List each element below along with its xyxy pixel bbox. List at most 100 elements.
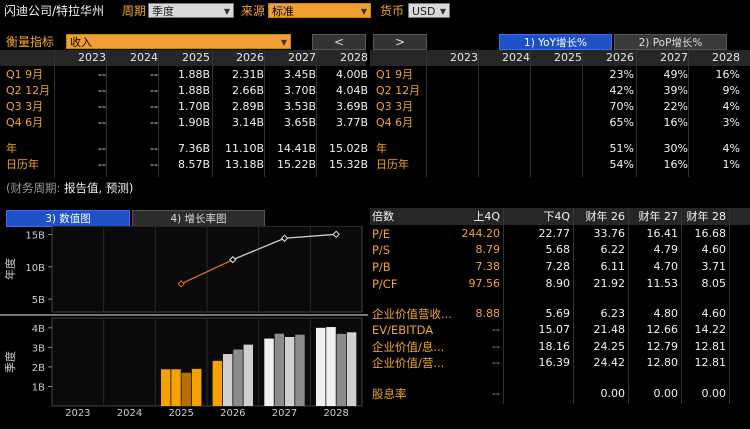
table-cell: 15.22B <box>276 158 316 171</box>
prev-button[interactable]: < <box>312 34 366 50</box>
ratio-label: 企业价值/息... <box>372 340 445 354</box>
ratio-value: 18.16 <box>538 340 571 353</box>
bar <box>346 332 357 406</box>
chevron-down-icon: ▼ <box>360 7 367 16</box>
ratio-value: 6.23 <box>600 307 626 320</box>
column-divider <box>212 50 213 177</box>
ratio-value: 4.60 <box>701 307 727 320</box>
ratio-value: 16.41 <box>646 227 679 240</box>
ratio-value: 12.66 <box>646 323 679 336</box>
currency-select[interactable]: USD ▼ <box>408 3 450 18</box>
bar <box>243 344 254 406</box>
data-point <box>229 255 237 264</box>
tab-value-chart[interactable]: 3) 数值图 <box>6 210 130 227</box>
column-header: 2023 <box>450 51 478 64</box>
row-label: Q2 12月 <box>6 84 51 97</box>
x-tick-label: 2024 <box>117 408 142 419</box>
column-header: 2027 <box>288 51 316 64</box>
ratio-label: 企业价值/营... <box>372 356 445 370</box>
table-cell: -- <box>150 84 158 97</box>
ratio-value: 4.70 <box>653 260 679 273</box>
column-header: 2025 <box>182 51 210 64</box>
table-cell: 4% <box>722 100 740 113</box>
ratio-value: 5.69 <box>545 307 571 320</box>
chevron-down-icon: ▼ <box>439 7 446 16</box>
company-name[interactable]: 闪迪公司/特拉华州 <box>4 4 105 18</box>
table-cell: 65% <box>609 116 634 129</box>
data-point <box>332 230 340 239</box>
table-cell <box>480 83 530 99</box>
table-cell: 4.00B <box>335 68 368 81</box>
table-cell <box>532 83 582 99</box>
source-select[interactable]: 标准 ▼ <box>268 3 371 18</box>
table-cell: 3.70B <box>283 84 316 97</box>
tab-growth-chart[interactable]: 4) 增长率图 <box>132 210 265 227</box>
ratio-value: 6.22 <box>600 243 626 256</box>
ratios-header <box>370 208 750 225</box>
tab-pop-growth[interactable]: 2) PoP增长% <box>614 34 727 50</box>
currency-value: USD <box>412 5 436 18</box>
top-bar: 闪迪公司/特拉华州 周期 季度 ▼ 来源 标准 ▼ 货币 USD ▼ <box>0 0 750 22</box>
table-cell: -- <box>98 116 106 129</box>
x-tick-label: 2025 <box>168 408 193 419</box>
table-cell: 1.70B <box>177 100 210 113</box>
table-cell <box>428 115 478 131</box>
ratio-value <box>522 386 570 402</box>
bar <box>181 372 192 406</box>
y-tick-label: 4B <box>32 324 45 335</box>
ratio-value: -- <box>492 323 500 336</box>
ratio-value: 12.79 <box>646 340 679 353</box>
bar <box>233 349 243 406</box>
bar <box>191 368 202 406</box>
bar <box>315 327 326 406</box>
column-divider <box>426 50 427 177</box>
table-cell: 14.41B <box>276 142 316 155</box>
period-label: 周期 <box>122 4 147 18</box>
metric-select[interactable]: 收入 ▼ <box>66 34 291 49</box>
table-cell <box>480 99 530 115</box>
bar <box>171 369 181 406</box>
ratio-value: 15.07 <box>538 323 571 336</box>
column-divider <box>264 50 265 177</box>
ratio-label: EV/EBITDA <box>372 323 434 337</box>
ratio-label: 企业价值营收... <box>372 307 452 321</box>
table-cell: 3.69B <box>335 100 368 113</box>
tab-yoy-growth[interactable]: 1) YoY增长% <box>499 34 612 50</box>
ratio-value: 14.22 <box>694 323 727 336</box>
column-header: 2026 <box>236 51 264 64</box>
column-divider <box>729 208 730 404</box>
ratio-value: 8.88 <box>475 307 501 320</box>
row-label: Q4 6月 <box>6 116 44 129</box>
table-cell: 16% <box>715 68 740 81</box>
multiples-table: 倍数 上4Q 下4Q 财年 26 财年 27 财年 28 P/E 244.20 22.77 33.… <box>370 208 750 428</box>
table-cell <box>480 67 530 83</box>
table-cell <box>428 67 478 83</box>
table-cell: -- <box>98 68 106 81</box>
y-tick-label: 3B <box>32 343 45 354</box>
column-header: 2023 <box>78 51 106 64</box>
ratio-value: 6.11 <box>600 260 626 273</box>
table-cell: 3.77B <box>335 116 368 129</box>
table-cell: 3.53B <box>283 100 316 113</box>
column-header: 2025 <box>554 51 582 64</box>
table-cell <box>480 141 530 157</box>
source-value: 标准 <box>272 5 294 18</box>
ratio-value: 3.71 <box>701 260 727 273</box>
ratio-value: 33.76 <box>593 227 626 240</box>
ratios-header-label: 倍数 <box>372 210 394 223</box>
ratio-value: 5.68 <box>545 243 571 256</box>
table-header <box>370 50 750 66</box>
ratio-value: -- <box>492 387 500 400</box>
series-line-segment <box>232 237 285 261</box>
next-button[interactable]: > <box>373 34 427 50</box>
ratio-value: 21.92 <box>593 277 626 290</box>
table-cell: -- <box>98 142 106 155</box>
table-cell <box>428 157 478 173</box>
column-divider <box>688 50 689 177</box>
period-select[interactable]: 季度 ▼ <box>148 3 234 18</box>
table-cell: 3.45B <box>283 68 316 81</box>
ratio-value: 24.25 <box>593 340 626 353</box>
bar <box>326 327 336 406</box>
column-divider <box>573 208 574 404</box>
table-cell: 39% <box>663 84 688 97</box>
